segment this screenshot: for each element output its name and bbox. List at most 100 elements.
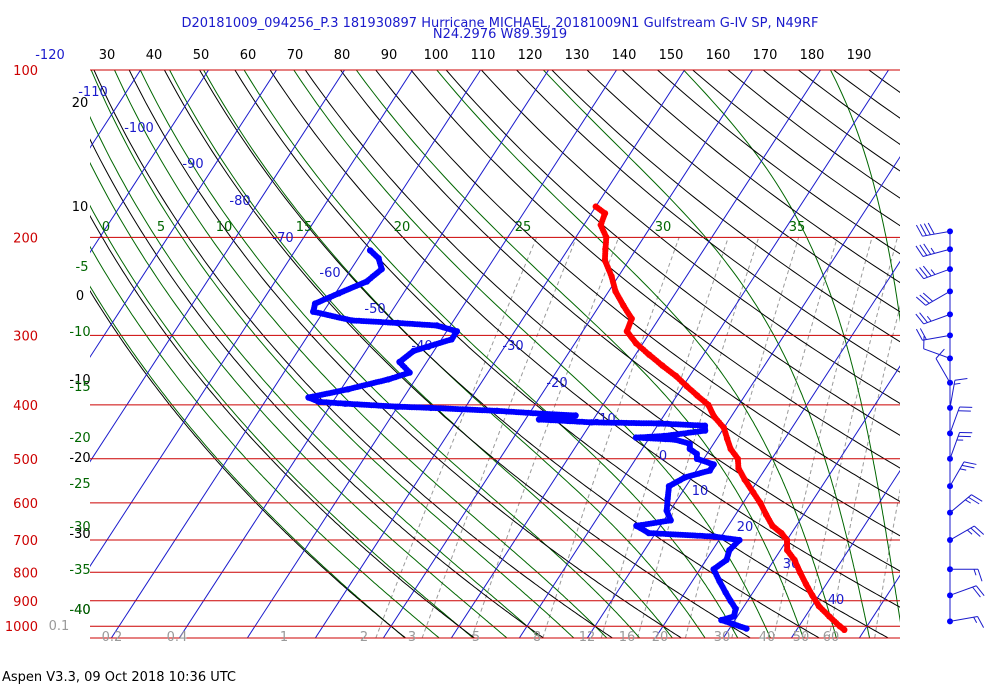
wind-barb <box>922 334 951 341</box>
isotherm-line <box>382 70 753 638</box>
isotherm-label: -20 <box>546 376 567 391</box>
isotherm-line <box>90 70 345 463</box>
top-scale-label: 160 <box>706 48 731 63</box>
wind-barb-flag <box>922 292 934 302</box>
top-scale-label: 130 <box>565 48 590 63</box>
dry-adiabat-line <box>339 70 900 537</box>
moist-adiabat-label: 0 <box>102 220 110 235</box>
wind-barb <box>949 380 956 408</box>
isotherm-line <box>858 574 900 638</box>
moist-adiabat-label: -20 <box>69 431 90 446</box>
dry-adiabat-line <box>480 70 900 405</box>
mixing-ratio-line <box>934 237 1000 638</box>
isotherm-label: -70 <box>272 231 293 246</box>
wind-barb <box>922 230 951 237</box>
mixing-ratio-label: 16 <box>619 630 636 645</box>
dry-adiabat-line <box>956 58 1000 641</box>
moist-adiabat-line <box>90 115 541 638</box>
top-scale-label: 40 <box>146 48 163 63</box>
dewpoint-profile-trace <box>586 419 593 426</box>
dewpoint-profile <box>305 247 750 632</box>
dry-adiabat-line <box>445 70 900 436</box>
moist-adiabat-line <box>355 70 804 638</box>
moist-adiabat-line <box>114 70 608 638</box>
isotherm-label: 0 <box>659 449 667 464</box>
moist-adiabat-line <box>683 70 900 623</box>
moist-adiabat-label: -40 <box>69 603 90 618</box>
top-scale-label: 50 <box>193 48 210 63</box>
pressure-label: 400 <box>13 399 38 414</box>
moist-adiabat-label: -15 <box>69 380 90 395</box>
wind-barb <box>949 461 965 487</box>
wind-barb <box>949 494 972 514</box>
wind-barb <box>949 585 977 596</box>
isotherm-label: -90 <box>182 157 203 172</box>
mixing-ratio-label: 1 <box>280 630 288 645</box>
dry-adiabat-line <box>304 70 900 572</box>
isotherm-line <box>518 70 889 638</box>
moist-adiabat-line <box>90 70 575 638</box>
moist-adiabat-line <box>830 70 900 323</box>
dry-adiabat-label: -20 <box>69 451 90 466</box>
dry-adiabat-line <box>887 58 1000 641</box>
moist-adiabat-line <box>139 70 641 638</box>
wind-barb-flag <box>935 348 945 359</box>
top-scale-label: 180 <box>800 48 825 63</box>
wind-barb <box>949 615 978 622</box>
temperature-profile-trace <box>839 625 846 632</box>
dry-adiabat-line <box>515 70 900 373</box>
dry-adiabat-line <box>163 70 752 638</box>
moist-adiabat-line <box>90 285 406 638</box>
wind-barb <box>925 290 951 306</box>
dry-adiabat-label: -40 <box>69 603 90 618</box>
moist-adiabat-label: -30 <box>69 520 90 535</box>
dewpoint-profile-trace <box>392 403 399 410</box>
dry-adiabat-label: -10 <box>69 373 90 388</box>
top-scale-label: 170 <box>753 48 778 63</box>
isotherm-label: -50 <box>364 302 385 317</box>
dry-adiabat-line <box>991 58 1000 641</box>
top-scale-label: 70 <box>287 48 304 63</box>
wind-barb-flag <box>965 499 971 504</box>
mixing-ratio-line <box>956 237 1000 638</box>
isotherm-line <box>178 70 549 638</box>
mixing-ratio-label: 8 <box>533 630 541 645</box>
temperature-profile-trace <box>602 255 608 262</box>
dewpoint-profile-trace <box>741 624 748 631</box>
wind-barb <box>949 432 961 459</box>
temperature-profile-trace <box>602 243 609 250</box>
isotherm-line <box>586 156 900 638</box>
moist-adiabat-label: 35 <box>789 220 806 235</box>
dry-adiabat-line <box>375 70 900 503</box>
pressure-label: 800 <box>13 566 38 581</box>
dewpoint-profile-trace <box>392 319 399 326</box>
mixing-ratio-line <box>731 237 838 638</box>
mixing-ratio-line <box>471 237 620 638</box>
mixing-ratio-label: 30 <box>714 630 731 645</box>
mixing-ratio-label: 60 <box>823 630 840 645</box>
moist-adiabat-label: 30 <box>655 220 672 235</box>
wind-barb-flag <box>923 223 931 236</box>
dewpoint-profile-trace <box>491 407 498 414</box>
dry-adiabat-line <box>727 70 900 199</box>
wind-barb <box>922 248 951 257</box>
wind-barb-flag <box>919 294 930 304</box>
isotherm-line <box>450 70 821 638</box>
isotherm-line <box>90 70 209 254</box>
wind-barb-flag <box>930 247 935 254</box>
wind-barb-flag <box>915 313 925 325</box>
wind-barb-flag <box>973 525 985 535</box>
mixing-ratio-line <box>874 488 900 638</box>
moist-adiabat-label: -5 <box>76 260 89 275</box>
isotherm-line <box>314 70 685 638</box>
dewpoint-profile-trace <box>653 420 660 427</box>
wind-barb-flag <box>915 245 924 257</box>
wind-barb-flag <box>973 569 977 576</box>
dewpoint-profile-trace <box>347 385 354 392</box>
dewpoint-profile-trace <box>664 493 671 500</box>
footer-version: Aspen V3.3, 09 Oct 2018 10:36 UTC <box>2 670 236 685</box>
top-scale-label: 90 <box>381 48 398 63</box>
isotherm-line <box>246 70 617 638</box>
wind-barb <box>935 358 951 384</box>
moist-adiabat-label: 5 <box>157 220 165 235</box>
